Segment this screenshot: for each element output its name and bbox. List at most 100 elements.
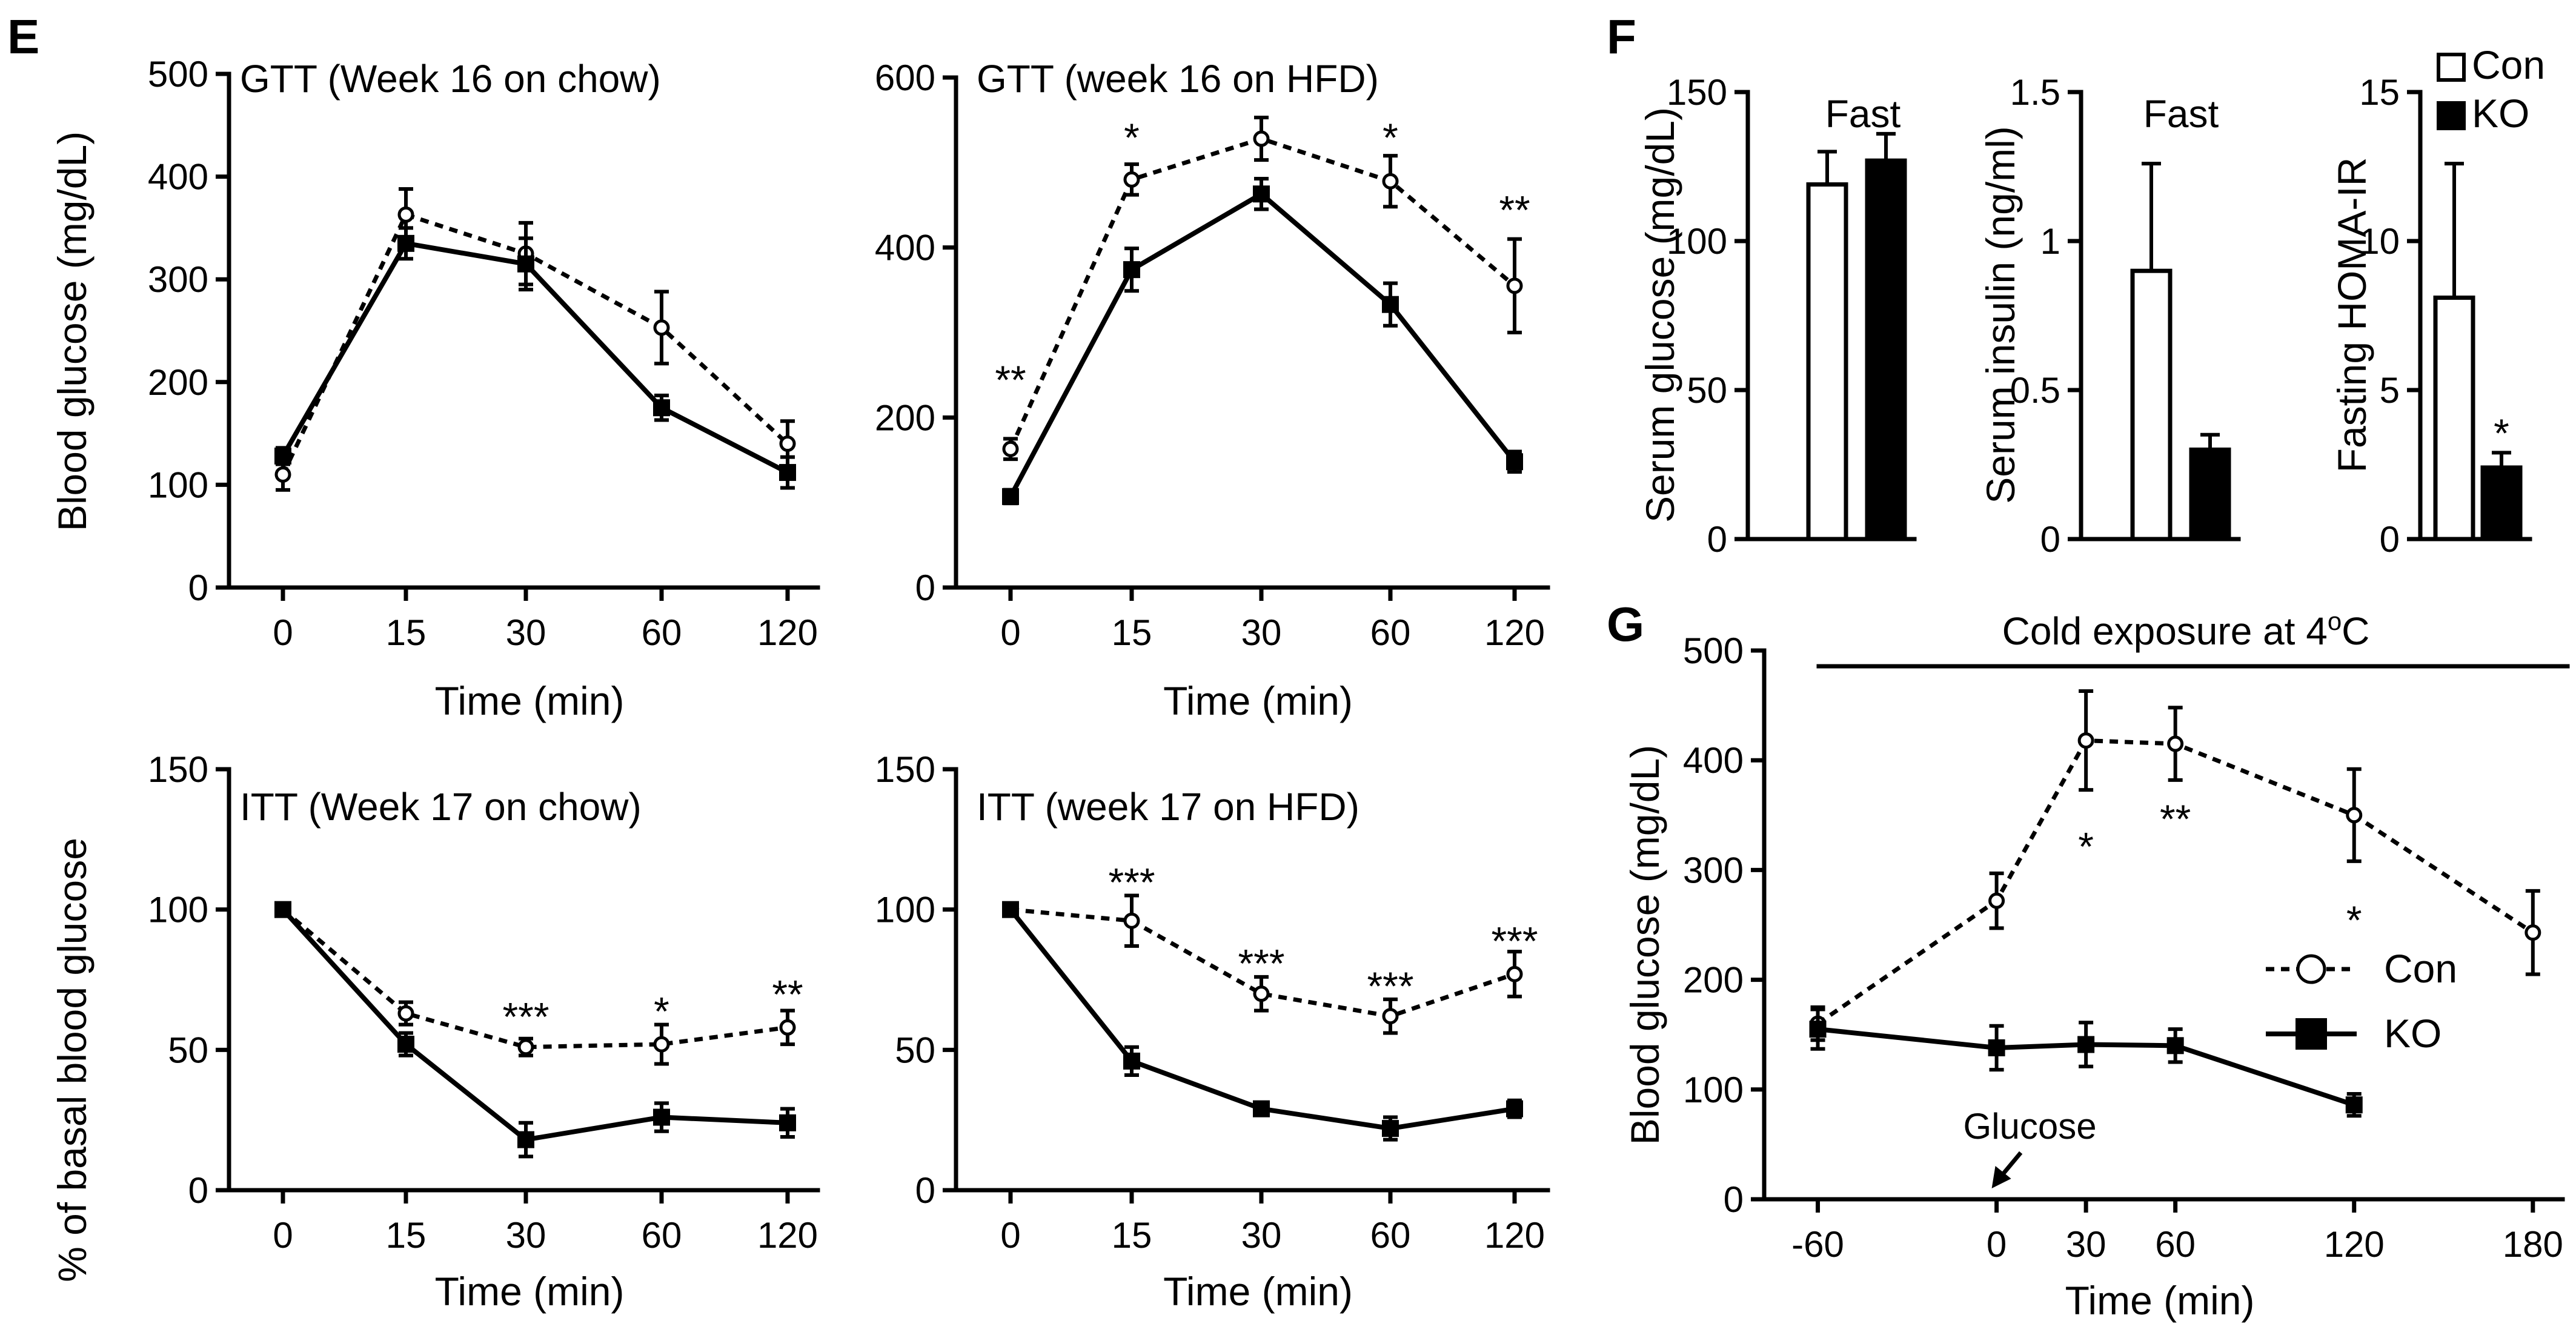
y-tick-label: 500 (1683, 631, 1744, 671)
data-point-con (653, 1036, 670, 1053)
chart-title: Cold exposure at 4oC (2002, 607, 2370, 653)
y-tick-label: 200 (1683, 960, 1744, 1001)
x-tick-label: 60 (2155, 1224, 2196, 1265)
chart-title: Fast (2143, 92, 2219, 136)
significance-label: * (2078, 824, 2094, 869)
y-tick-label: 50 (168, 1030, 208, 1070)
y-tick-label: 200 (148, 362, 208, 403)
chart-itt-hfd: 0 50 100 150 0 15 30 60 120 Time (min) ITT (week 1… (875, 749, 1550, 1314)
x-tick-label: 120 (757, 1215, 818, 1256)
y-tick-label: 100 (148, 465, 208, 505)
data-point-ko (274, 901, 291, 918)
y-tick-label: 0 (915, 568, 935, 608)
data-point-con (1382, 1008, 1399, 1025)
significance-label: *** (1238, 941, 1284, 986)
data-point-ko (397, 234, 414, 252)
y-tick-label: 0.5 (2010, 370, 2060, 411)
data-point-con (397, 1005, 414, 1022)
significance-label: ** (2160, 796, 2191, 841)
y-axis-title: % of basal blood glucose (50, 838, 95, 1282)
y-tick-label: 0 (2040, 519, 2060, 560)
data-point-ko (1506, 1100, 1523, 1118)
x-tick-label: 60 (642, 1215, 682, 1256)
panel-label-e: E (7, 10, 39, 64)
x-tick-label: 120 (757, 612, 818, 653)
series-ko-line (1008, 191, 1517, 498)
y-tick-label: 1 (2040, 221, 2060, 262)
y-axis-title: Serum insulin (ng/ml) (1978, 126, 2023, 504)
data-point-ko (1988, 1039, 2005, 1056)
significance-label: *** (1491, 919, 1538, 964)
data-point-ko (1253, 1100, 1270, 1118)
data-point-ko (1506, 453, 1523, 471)
x-tick-label: 15 (386, 612, 427, 653)
y-tick-label: 0 (1707, 519, 1727, 560)
x-tick-label: 30 (506, 612, 546, 653)
y-tick-label: 400 (1683, 740, 1744, 781)
legend-swatch-con (2437, 53, 2466, 82)
y-tick-label: 500 (148, 54, 208, 94)
y-tick-label: 50 (1687, 370, 1727, 411)
legend-label-con: Con (2472, 42, 2545, 87)
y-tick-label: 150 (875, 749, 935, 790)
data-point-con (1988, 892, 2005, 909)
chart-title: GTT (Week 16 on chow) (240, 57, 661, 101)
data-point-ko (653, 399, 670, 417)
significance-label: ** (772, 972, 803, 1017)
data-point-ko (1253, 185, 1270, 203)
data-point-con (1506, 965, 1523, 982)
bar-ko (2480, 465, 2523, 541)
chart-gtt-hfd: 0 200 400 600 0 15 30 60 120 Time (min) GTT (week … (875, 57, 1550, 723)
x-axis-title: Time (min) (1163, 678, 1353, 723)
data-point-con (1002, 440, 1019, 457)
x-tick-label: 0 (273, 1215, 293, 1256)
significance-label: *** (1367, 964, 1413, 1008)
y-tick-label: 10 (2359, 221, 2400, 262)
bar-con (2130, 268, 2173, 541)
data-point-ko (779, 464, 796, 482)
x-tick-label: 15 (1112, 612, 1152, 653)
legend-marker-con (2296, 954, 2326, 984)
legend-marker-ko (2295, 1018, 2327, 1050)
significance-label: * (2494, 411, 2509, 455)
data-point-ko (1002, 488, 1019, 505)
data-point-ko (1382, 296, 1399, 313)
significance-label: *** (502, 995, 549, 1039)
data-point-con (2525, 924, 2541, 941)
data-point-con (779, 435, 796, 452)
data-point-ko (1123, 1052, 1140, 1070)
x-tick-label: 0 (1000, 612, 1020, 653)
x-tick-label: 180 (2503, 1224, 2563, 1265)
x-tick-label: 30 (1241, 612, 1282, 653)
data-point-con (1123, 912, 1140, 929)
glucose-arrow-label: Glucose (1964, 1106, 2097, 1147)
y-tick-label: 200 (875, 397, 935, 438)
legend-label-ko: KO (2384, 1011, 2442, 1056)
x-tick-label: 120 (2324, 1224, 2385, 1265)
y-tick-label: 150 (1667, 72, 1727, 113)
y-tick-label: 50 (895, 1030, 935, 1070)
significance-label: ** (995, 357, 1026, 402)
y-tick-label: 0 (188, 1170, 208, 1211)
data-point-con (397, 206, 414, 223)
x-axis-title: Time (min) (2065, 1278, 2255, 1323)
data-point-con (2077, 732, 2094, 749)
series-ko-line (281, 240, 789, 475)
data-point-ko (274, 447, 291, 465)
data-point-con (2346, 807, 2363, 824)
y-tick-label: 0 (1724, 1179, 1744, 1220)
chart-title: ITT (week 17 on HFD) (977, 785, 1359, 829)
x-tick-label: -60 (1791, 1224, 1844, 1265)
data-point-ko (2166, 1037, 2184, 1055)
data-point-ko (1123, 261, 1140, 279)
y-tick-label: 300 (148, 259, 208, 300)
y-tick-label: 300 (1683, 850, 1744, 890)
x-tick-label: 0 (1987, 1224, 2007, 1265)
chart-title: GTT (week 16 on HFD) (977, 57, 1379, 101)
y-tick-label: 400 (875, 228, 935, 268)
x-tick-label: 60 (642, 612, 682, 653)
y-tick-label: 600 (875, 58, 935, 98)
chart-title-unit: C (2342, 609, 2369, 653)
x-axis-title: Time (min) (435, 1269, 625, 1314)
